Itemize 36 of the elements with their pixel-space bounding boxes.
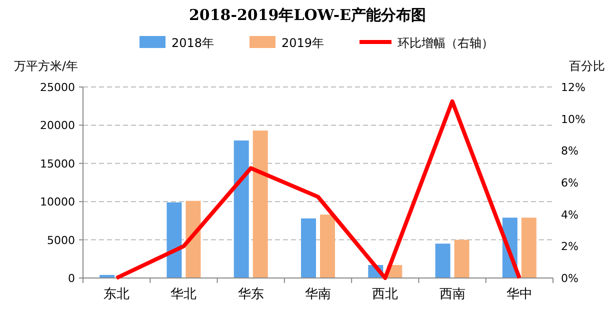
y2-tick-label: 12% — [561, 81, 586, 94]
bar — [521, 218, 536, 278]
bar — [454, 240, 470, 278]
x-tick-label: 华北 — [170, 287, 197, 302]
bar — [186, 200, 201, 278]
legend-label: 2019年 — [282, 36, 324, 50]
y2-tick-label: 10% — [561, 112, 586, 126]
legend-label: 2018年 — [172, 36, 214, 50]
y2-axis-title: 百分比 — [569, 59, 605, 73]
line-series — [114, 99, 522, 280]
chart-title: 2018-2019年LOW-E产能分布图 — [188, 6, 426, 24]
y2-tick-label: 2% — [561, 240, 578, 254]
y-tick-label: 5000 — [47, 234, 75, 247]
y-tick-label: 25000 — [40, 81, 75, 94]
bar — [320, 214, 335, 278]
y-tick-label: 20000 — [40, 119, 75, 132]
y2-tick-label: 0% — [561, 272, 578, 285]
y2-tick-label: 6% — [561, 176, 578, 190]
legend-label: 环比增幅（右轴） — [398, 36, 494, 50]
y2-tick-label: 8% — [561, 144, 578, 158]
x-tick-label: 华东 — [238, 287, 264, 302]
bar — [252, 130, 268, 278]
y-tick-label: 0 — [68, 272, 75, 285]
x-tick-label: 华南 — [305, 287, 331, 302]
y2-tick-label: 4% — [561, 208, 578, 222]
bar — [234, 140, 249, 278]
y-axis-title: 万平方米/年 — [14, 59, 78, 73]
x-tick-label: 西南 — [439, 287, 466, 302]
bar — [166, 202, 182, 278]
bar — [301, 218, 316, 278]
y-tick-label: 10000 — [40, 196, 75, 209]
bar — [435, 244, 450, 278]
y-tick-label: 15000 — [40, 157, 75, 170]
x-tick-label: 西北 — [372, 287, 398, 302]
x-tick-label: 东北 — [104, 287, 130, 302]
x-tick-label: 华中 — [506, 287, 532, 302]
